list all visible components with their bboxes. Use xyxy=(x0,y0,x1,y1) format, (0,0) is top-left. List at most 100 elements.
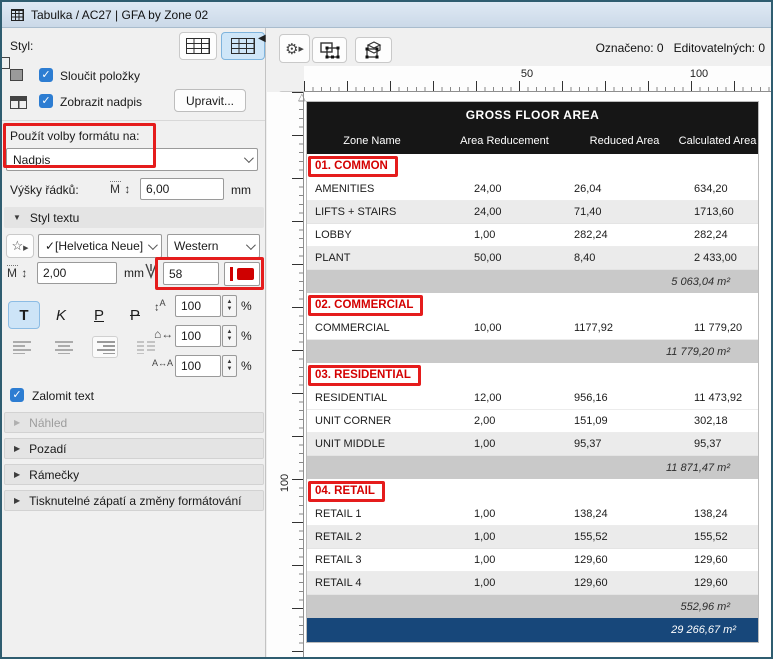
chevron-down-icon xyxy=(243,153,254,164)
calculated-area-cell: 2 433,00 xyxy=(694,252,737,264)
width-factor-input[interactable]: 100 xyxy=(175,325,221,347)
group-header-row[interactable]: 02. COMMERCIAL xyxy=(307,293,758,317)
underline-button[interactable]: P xyxy=(83,301,115,329)
group-header-row[interactable]: 01. COMMON xyxy=(307,154,758,178)
group-subtotal-row[interactable]: 11 779,20 m² xyxy=(307,340,758,363)
collapse-panel-arrow-icon[interactable]: ◀ xyxy=(258,33,266,44)
section-bar-label: Náhled xyxy=(29,415,68,430)
reduced-area-cell: 151,09 xyxy=(574,415,608,427)
table-row[interactable]: AMENITIES 24,00 26,04 634,20 xyxy=(307,178,758,201)
align-left-button[interactable] xyxy=(10,336,36,358)
width-factor-stepper[interactable]: ▲ ▼ xyxy=(222,325,237,347)
bold-button[interactable]: T xyxy=(8,301,40,329)
hruler-label-50: 50 xyxy=(517,68,537,80)
triangle-right-icon: ▶ xyxy=(14,444,21,453)
section-bar-tisknutelné[interactable]: ▶ Tisknutelné zápatí a změny formátování xyxy=(4,490,264,511)
settings-button[interactable]: ⚙ ▶ xyxy=(279,34,310,63)
table-style-compact-button[interactable] xyxy=(179,32,217,60)
zone-name-cell: LIFTS + STAIRS xyxy=(315,206,397,218)
table-row[interactable]: RETAIL 3 1,00 129,60 129,60 xyxy=(307,549,758,572)
group-header-row[interactable]: 03. RESIDENTIAL xyxy=(307,363,758,387)
row-heights-label: Výšky řádků: xyxy=(10,183,79,197)
table-row[interactable]: UNIT CORNER 2,00 151,09 302,18 xyxy=(307,410,758,433)
style-label: Styl: xyxy=(10,39,34,53)
font-value: ✓[Helvetica Neue] xyxy=(45,239,144,253)
line-spacing-stepper[interactable]: ▲ ▼ xyxy=(222,295,237,317)
align-right-button[interactable] xyxy=(92,336,118,358)
horizontal-ruler[interactable]: 50 100 xyxy=(304,66,771,92)
vertical-ruler[interactable]: 100 xyxy=(267,92,304,657)
group-name: 04. RETAIL xyxy=(315,484,375,497)
area-reducement-cell: 10,00 xyxy=(474,322,502,334)
reduced-area-cell: 138,24 xyxy=(574,508,608,520)
table-row[interactable]: COMMERCIAL 10,00 1177,92 11 779,20 xyxy=(307,317,758,340)
annotation-box-group: 04. RETAIL xyxy=(308,480,385,502)
wrap-text-checkbox[interactable]: ✓ xyxy=(10,388,24,402)
table-row[interactable]: LIFTS + STAIRS 24,00 71,40 1713,60 xyxy=(307,201,758,224)
section-bar-náhled[interactable]: ▶ Náhled xyxy=(4,412,264,433)
table-row[interactable]: RETAIL 4 1,00 129,60 129,60 xyxy=(307,572,758,595)
letter-spacing-input[interactable]: 100 xyxy=(175,355,221,377)
area-reducement-cell: 1,00 xyxy=(474,531,496,543)
apply-format-dropdown[interactable]: Nadpis xyxy=(6,148,258,171)
italic-label: K xyxy=(55,306,66,324)
group-subtotal-value: 552,96 m² xyxy=(680,600,730,613)
align-center-button[interactable] xyxy=(51,336,77,358)
group-subtotal-row[interactable]: 552,96 m² xyxy=(307,595,758,618)
zone-name-cell: AMENITIES xyxy=(315,183,375,195)
group-subtotal-row[interactable]: 11 871,47 m² xyxy=(307,456,758,479)
calculated-area-cell: 155,52 xyxy=(694,531,728,543)
divider xyxy=(2,120,265,121)
zone-name-cell: LOBBY xyxy=(315,229,352,241)
section-bar-pozadí[interactable]: ▶ Pozadí xyxy=(4,438,264,459)
group-name: 03. RESIDENTIAL xyxy=(315,368,411,381)
grand-total-row[interactable]: 29 266,67 m² xyxy=(307,618,758,642)
section-bar-label: Tisknutelné zápatí a změny formátování xyxy=(29,493,242,508)
letter-spacing-stepper[interactable]: ▲ ▼ xyxy=(222,355,237,377)
grand-total-value: 29 266,67 m² xyxy=(671,624,736,636)
table-row[interactable]: RETAIL 2 1,00 155,52 155,52 xyxy=(307,526,758,549)
group-header-row[interactable]: 04. RETAIL xyxy=(307,479,758,503)
line-spacing-input[interactable]: 100 xyxy=(175,295,221,317)
select-elements-button[interactable] xyxy=(312,37,347,63)
show-headline-checkbox[interactable]: ✓ xyxy=(39,94,53,108)
triangle-right-icon: ▶ xyxy=(14,418,21,427)
table-row[interactable]: UNIT MIDDLE 1,00 95,37 95,37 xyxy=(307,433,758,456)
group-subtotal-value: 11 779,20 m² xyxy=(665,345,730,358)
table-row[interactable]: PLANT 50,00 8,40 2 433,00 xyxy=(307,247,758,270)
text-style-section-header[interactable]: ▼ Styl textu xyxy=(4,207,264,228)
area-reducement-cell: 12,00 xyxy=(474,392,502,404)
script-dropdown[interactable]: Western xyxy=(167,234,260,258)
merge-items-checkbox[interactable]: ✓ xyxy=(39,68,53,82)
row-height-input[interactable]: 6,00 xyxy=(140,178,224,200)
align-justify-icon xyxy=(137,341,155,354)
table-row[interactable]: RESIDENTIAL 12,00 956,16 11 473,92 xyxy=(307,387,758,410)
column-header: Area Reducement xyxy=(460,135,549,147)
text-size-input[interactable]: 2,00 xyxy=(37,262,117,284)
select-in-3d-button[interactable] xyxy=(355,37,392,63)
table-row[interactable]: LOBBY 1,00 282,24 282,24 xyxy=(307,224,758,247)
selection-3d-icon xyxy=(365,41,382,59)
group-subtotal-value: 5 063,04 m² xyxy=(671,275,730,288)
zone-name-cell: RETAIL 1 xyxy=(315,508,362,520)
italic-button[interactable]: K xyxy=(45,301,77,329)
calculated-area-cell: 1713,60 xyxy=(694,206,734,218)
favorites-button[interactable]: ☆▶ xyxy=(6,234,34,258)
table-style-full-button[interactable] xyxy=(221,32,265,60)
font-dropdown[interactable]: ✓[Helvetica Neue] xyxy=(38,234,162,258)
edit-headline-button[interactable]: Upravit... xyxy=(174,89,246,112)
table-style-full-icon xyxy=(231,38,255,54)
strikethrough-button[interactable]: P xyxy=(119,301,151,329)
table-row[interactable]: RETAIL 1 1,00 138,24 138,24 xyxy=(307,503,758,526)
pen-number-input[interactable]: 58 xyxy=(163,262,219,285)
section-bar-rámečky[interactable]: ▶ Rámečky xyxy=(4,464,264,485)
table-column-headers: Zone Name Area Reducement Reduced Area Calc… xyxy=(307,128,758,154)
group-subtotal-row[interactable]: 5 063,04 m² xyxy=(307,270,758,293)
line-spacing-unit: % xyxy=(241,299,252,313)
align-justify-button[interactable] xyxy=(132,336,158,358)
pen-icon xyxy=(144,262,158,280)
row-height-icon: M ↕ xyxy=(110,181,132,196)
pen-color-button[interactable] xyxy=(224,262,260,286)
line-spacing-icon: ↕A xyxy=(154,298,166,314)
